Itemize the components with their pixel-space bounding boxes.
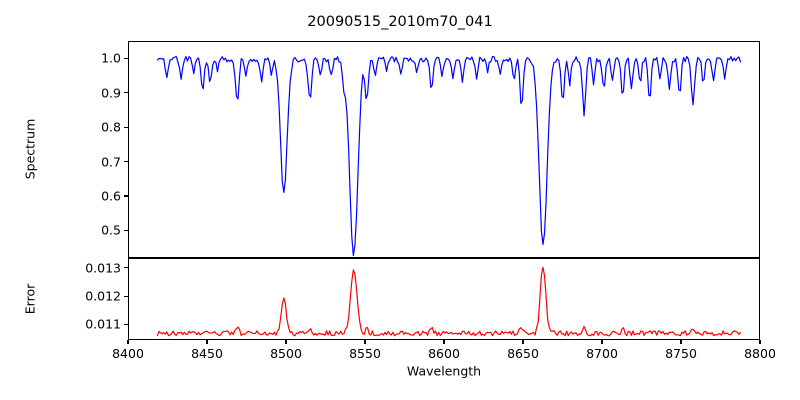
- error-y-tick-label: 0.012: [85, 288, 121, 304]
- x-tick-label: 8400: [112, 346, 144, 361]
- spectrum-y-tick-mark: [124, 161, 128, 163]
- x-tick-label: 8450: [191, 346, 223, 361]
- x-tick-label: 8750: [665, 346, 697, 361]
- spectrum-line-series: [156, 55, 742, 257]
- spectrum-y-tick-label: 0.9: [101, 85, 121, 101]
- spectrum-y-tick-mark: [124, 229, 128, 231]
- spectrum-y-tick-label: 1.0: [101, 50, 121, 66]
- spectrum-y-tick-mark: [124, 57, 128, 59]
- spectrum-y-tick-label: 0.5: [101, 222, 121, 238]
- spectrum-plot-area: [128, 41, 760, 258]
- x-tick-mark: [364, 340, 366, 344]
- spectrum-y-tick-mark: [124, 195, 128, 197]
- x-tick-label: 8800: [744, 346, 776, 361]
- spectrum-y-tick-label: 0.6: [101, 188, 121, 204]
- x-tick-label: 8700: [586, 346, 618, 361]
- x-tick-label: 8650: [507, 346, 539, 361]
- error-y-tick-mark: [124, 323, 128, 325]
- x-tick-mark: [680, 340, 682, 344]
- x-tick-mark: [759, 340, 761, 344]
- error-y-tick-mark: [124, 267, 128, 269]
- x-axis-label: Wavelength: [406, 363, 482, 379]
- spectrum-y-tick-label: 0.8: [101, 119, 121, 135]
- x-tick-label: 8600: [428, 346, 460, 361]
- x-tick-mark: [443, 340, 445, 344]
- spectrum-y-tick-mark: [124, 92, 128, 94]
- error-y-tick-label: 0.011: [85, 316, 121, 332]
- spectrum-y-tick-label: 0.7: [101, 154, 121, 170]
- x-tick-mark: [206, 340, 208, 344]
- spectrum-y-axis-label: Spectrum: [22, 118, 38, 180]
- error-y-tick-label: 0.013: [85, 260, 121, 276]
- x-tick-mark: [522, 340, 524, 344]
- x-tick-label: 8500: [270, 346, 302, 361]
- error-y-tick-mark: [124, 295, 128, 297]
- error-plot-area: [128, 258, 760, 340]
- page-title: 20090515_2010m70_041: [307, 14, 493, 30]
- x-tick-label: 8550: [349, 346, 381, 361]
- error-line-series: [156, 266, 742, 337]
- spectrum-y-tick-mark: [124, 126, 128, 128]
- x-tick-mark: [127, 340, 129, 344]
- x-tick-mark: [285, 340, 287, 344]
- x-tick-mark: [601, 340, 603, 344]
- error-y-axis-label: Error: [22, 283, 38, 315]
